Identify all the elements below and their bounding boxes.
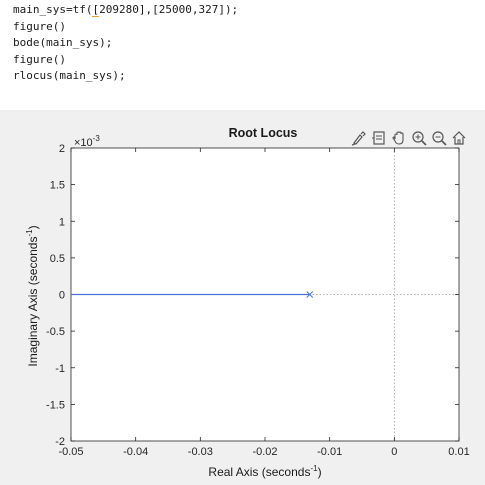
- x-tick-label: 0: [391, 446, 397, 458]
- x-axis-label: Real Axis (seconds-1): [208, 464, 321, 479]
- x-tick-label: 0.01: [448, 446, 469, 458]
- root-locus-plot: -0.05 -0.04 -0.03 -0.02 -0.01 0 0.01 2 1.5 1 0.5 0 -…: [25, 126, 470, 479]
- axes-toolbar: [350, 129, 467, 147]
- y-multiplier-base: ×10: [74, 137, 93, 149]
- bracket-highlight: [: [92, 3, 100, 17]
- code-editor[interactable]: main_sys=tf([209280],[25000,327]); figure…: [13, 2, 473, 85]
- y-tick-label: -1.5: [46, 399, 65, 411]
- y-tick-label: 1.5: [50, 180, 65, 192]
- zoom-out-icon[interactable]: [430, 129, 447, 147]
- y-tick-label: 2: [59, 143, 65, 155]
- y-tick-label: -2: [55, 436, 65, 448]
- code-line: main_sys=tf([209280],[25000,327]);: [13, 2, 473, 19]
- brush-icon[interactable]: [350, 129, 367, 147]
- code-text: figure(): [13, 52, 66, 66]
- y-axis-label: Imaginary Axis (seconds-1): [25, 225, 40, 366]
- x-tick-label: -0.04: [123, 446, 148, 458]
- y-tick-label: 1: [59, 216, 65, 228]
- code-text: rlocus(main_sys);: [13, 69, 126, 82]
- x-axis-label-text: Real Axis (seconds: [208, 465, 310, 479]
- figure-window: -0.05 -0.04 -0.03 -0.02 -0.01 0 0.01 2 1.5 1 0.5 0 -…: [0, 110, 485, 485]
- y-axis-label-text: ): [26, 225, 40, 229]
- x-tick-label: -0.02: [252, 446, 277, 458]
- y-tick-label: 0: [59, 290, 65, 302]
- zoom-in-icon[interactable]: [410, 129, 427, 147]
- code-text: main_sys=tf(: [13, 3, 93, 16]
- code-line: figure(): [13, 19, 473, 36]
- x-axis-label-text: ): [318, 465, 322, 479]
- y-tick-label: -0.5: [46, 326, 65, 338]
- y-axis-label-exponent: -1: [25, 229, 34, 237]
- code-line: figure(): [13, 52, 473, 69]
- code-text: figure(): [13, 19, 66, 33]
- chart-title: Root Locus: [229, 126, 298, 140]
- data-cursor-icon[interactable]: [370, 129, 387, 147]
- y-tick-label: -1: [55, 363, 65, 375]
- pole-marker: [306, 291, 314, 298]
- code-text: 209280],[25000,327]);: [99, 3, 239, 16]
- y-axis-label-text: Imaginary Axis (seconds: [26, 237, 40, 367]
- home-icon[interactable]: [450, 129, 467, 147]
- x-tick-label: -0.03: [188, 446, 213, 458]
- code-line: rlocus(main_sys);: [13, 68, 473, 85]
- x-tick-label: -0.05: [58, 446, 83, 458]
- y-tick-label: 0.5: [50, 253, 65, 265]
- pan-hand-icon[interactable]: [390, 129, 407, 147]
- x-axis-label-exponent: -1: [310, 464, 318, 473]
- code-text: bode(main_sys);: [13, 36, 113, 49]
- y-multiplier-exponent: -3: [93, 134, 101, 143]
- y-multiplier: ×10-3: [74, 134, 100, 149]
- x-tick-label: -0.01: [317, 446, 342, 458]
- code-line: bode(main_sys);: [13, 35, 473, 52]
